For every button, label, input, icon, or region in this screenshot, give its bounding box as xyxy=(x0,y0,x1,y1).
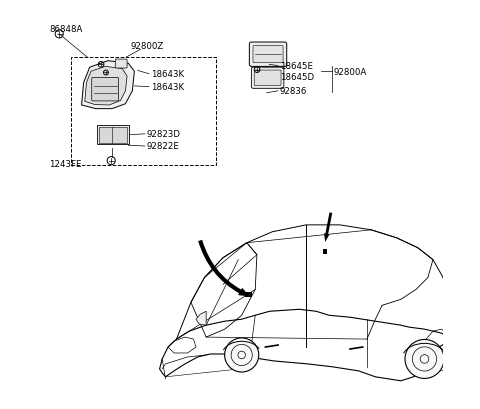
Text: 18645E: 18645E xyxy=(280,62,313,71)
Text: 92800A: 92800A xyxy=(334,67,367,76)
Text: 18645D: 18645D xyxy=(280,73,314,82)
Text: 92823D: 92823D xyxy=(146,130,180,139)
Polygon shape xyxy=(85,66,127,105)
Text: 92822E: 92822E xyxy=(146,142,180,151)
FancyBboxPatch shape xyxy=(254,70,281,85)
FancyBboxPatch shape xyxy=(92,77,119,101)
Polygon shape xyxy=(196,311,206,325)
Text: 92800Z: 92800Z xyxy=(131,43,164,52)
Text: 92836: 92836 xyxy=(280,87,307,96)
FancyArrowPatch shape xyxy=(324,212,332,242)
Text: 86848A: 86848A xyxy=(49,25,83,34)
FancyArrowPatch shape xyxy=(198,240,250,296)
Circle shape xyxy=(405,339,444,378)
Text: 18643K: 18643K xyxy=(151,83,184,92)
FancyBboxPatch shape xyxy=(253,46,283,63)
Bar xyxy=(245,292,252,297)
Bar xyxy=(98,126,127,143)
Bar xyxy=(97,125,129,144)
Bar xyxy=(323,249,327,254)
Polygon shape xyxy=(82,61,134,109)
FancyBboxPatch shape xyxy=(115,59,127,68)
FancyBboxPatch shape xyxy=(252,67,284,88)
Text: 1243FE: 1243FE xyxy=(49,160,82,169)
Bar xyxy=(72,57,216,165)
Text: 18643K: 18643K xyxy=(151,70,184,79)
FancyBboxPatch shape xyxy=(249,42,287,66)
Circle shape xyxy=(225,338,259,372)
